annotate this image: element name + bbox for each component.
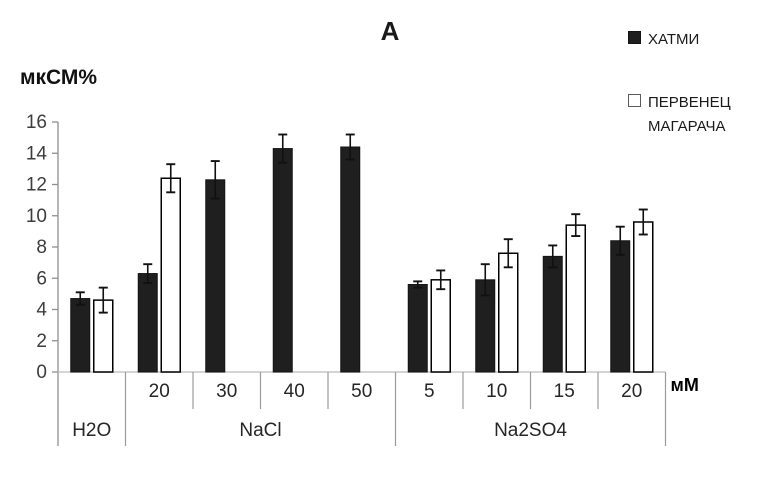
bar-pervenets (498, 252, 519, 373)
y-tick-label: 2 (36, 331, 47, 352)
y-tick-label: 16 (26, 112, 47, 133)
bar-pervenets (160, 177, 181, 373)
chart-title: А (380, 16, 400, 46)
bar-khatmi (407, 284, 428, 373)
y-tick-label: 12 (26, 175, 47, 196)
category-label: 5 (424, 381, 435, 402)
black-square-swatch (628, 31, 641, 44)
legend-label-pervenets: ПЕРВЕНЕЦ МАГАРАЧА (648, 94, 731, 135)
y-axis-title: мкСМ% (20, 66, 98, 89)
legend-label-khatmi: ХАТМИ (648, 31, 700, 48)
white-square-swatch (628, 94, 641, 108)
group-label: H2O (72, 420, 111, 441)
y-tick-label: 0 (36, 362, 47, 383)
bar-khatmi (70, 298, 91, 373)
bar-pervenets (430, 279, 451, 373)
y-tick-label: 6 (36, 268, 47, 289)
bar-khatmi (272, 148, 293, 373)
legend-item-khatmi: ХАТМИ (628, 28, 768, 51)
category-label: 40 (284, 381, 305, 402)
category-label: 15 (554, 381, 575, 402)
y-tick-label: 4 (36, 300, 47, 321)
bar-pervenets (633, 221, 654, 373)
bar-khatmi (340, 146, 361, 373)
bar-khatmi (542, 255, 563, 373)
bar-pervenets (565, 224, 586, 373)
legend: ХАТМИ ПЕРВЕНЕЦ МАГАРАЧА (628, 28, 768, 178)
group-label: NaCl (239, 420, 281, 441)
y-tick-label: 8 (36, 237, 47, 258)
y-tick-label: 14 (26, 143, 48, 164)
category-label: 10 (486, 381, 507, 402)
category-label: 30 (216, 381, 237, 402)
legend-item-pervenets: ПЕРВЕНЕЦ МАГАРАЧА (628, 91, 768, 138)
group-label: Na2SO4 (494, 420, 567, 441)
bar-khatmi (137, 273, 158, 373)
category-label: 20 (621, 381, 642, 402)
bar-khatmi (205, 179, 226, 373)
category-label: 20 (149, 381, 170, 402)
y-tick-label: 10 (26, 206, 47, 227)
bar-khatmi (610, 240, 631, 373)
category-label: 50 (351, 381, 372, 402)
x-unit-label: мМ (671, 375, 699, 395)
